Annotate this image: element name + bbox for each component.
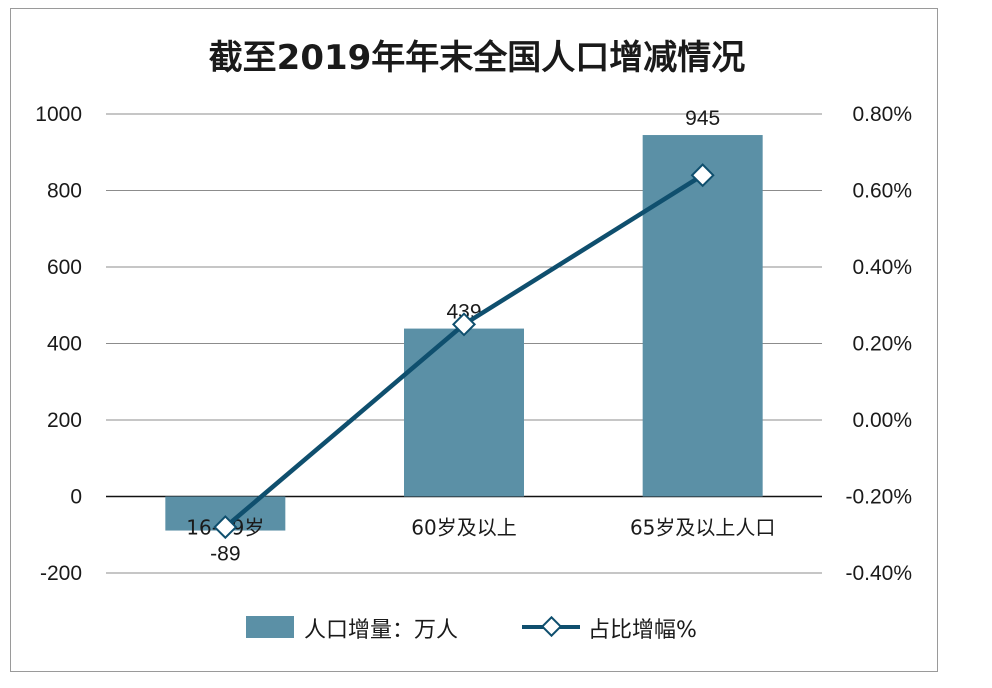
bar-data-label: -89 — [210, 543, 240, 566]
right-tick-label: 0.80% — [852, 103, 912, 126]
left-axis: -200 0 200 400 600 800 1000 — [35, 103, 82, 585]
category-label: 60岁及以上 — [411, 516, 516, 540]
bar-data-label: 945 — [685, 107, 720, 130]
left-tick-label: 400 — [47, 333, 82, 356]
left-tick-label: -200 — [40, 562, 82, 585]
line-marker — [451, 312, 477, 337]
right-tick-label: 0.40% — [852, 256, 912, 279]
left-tick-label: 800 — [47, 180, 82, 203]
line-marker — [213, 515, 238, 540]
legend: 人口增量：万人 占比增幅% — [246, 615, 697, 643]
right-tick-label: 0.20% — [852, 333, 912, 356]
right-axis: -0.40% -0.20% 0.00% 0.20% 0.40% 0.60% 0.80% — [845, 103, 912, 585]
category-label: 65岁及以上人口 — [630, 516, 775, 540]
bar-series — [165, 135, 763, 531]
line-series — [213, 163, 715, 540]
left-tick-label: 1000 — [35, 103, 82, 126]
legend-diamond-icon — [540, 615, 563, 638]
legend-line-label: 占比增幅% — [588, 618, 697, 643]
right-tick-label: 0.00% — [852, 409, 912, 432]
left-tick-label: 600 — [47, 256, 82, 279]
line-marker — [690, 163, 715, 188]
legend-bar-swatch — [246, 616, 294, 638]
chart-title: 截至2019年年末全国人口增减情况 — [209, 38, 746, 78]
legend-bar-label: 人口增量：万人 — [304, 618, 458, 643]
bar — [642, 135, 763, 497]
left-tick-label: 0 — [70, 486, 82, 509]
right-tick-label: -0.40% — [845, 562, 912, 585]
right-tick-label: -0.20% — [845, 486, 912, 509]
left-tick-label: 200 — [47, 409, 82, 432]
right-tick-label: 0.60% — [852, 180, 912, 203]
bar — [404, 328, 524, 497]
